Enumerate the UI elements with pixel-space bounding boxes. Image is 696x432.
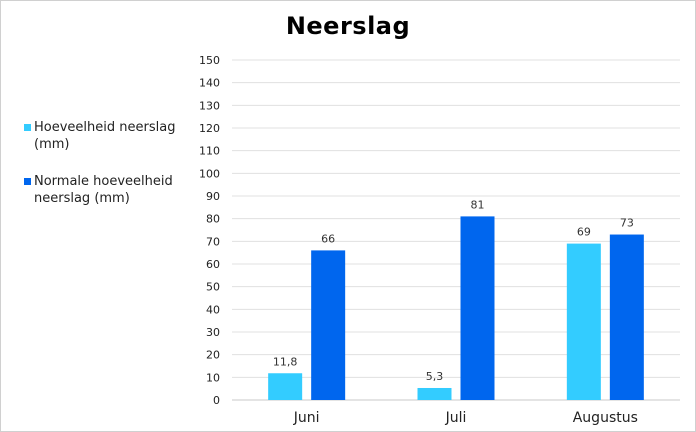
data-label: 69 [577,226,591,239]
y-tick-label: 90 [206,190,220,203]
y-tick-label: 20 [206,349,220,362]
legend-item-series-2: Normale hoeveelheid neerslag (mm) [24,173,194,207]
y-tick-label: 50 [206,281,220,294]
bar [417,387,452,400]
y-tick-label: 60 [206,258,220,271]
bar [609,234,644,400]
y-tick-label: 130 [199,99,220,112]
legend: Hoeveelheid neerslag (mm) Normale hoevee… [24,119,194,227]
x-category-label: Juli [445,410,467,426]
data-label: 5,3 [426,370,444,383]
x-category-label: Juni [293,410,320,426]
y-tick-label: 70 [206,235,220,248]
bar [566,243,601,400]
y-tick-label: 110 [199,145,220,158]
data-label: 81 [471,198,485,211]
x-category-label: Augustus [573,410,638,426]
y-tick-label: 0 [213,394,220,407]
y-tick-label: 40 [206,303,220,316]
y-tick-label: 30 [206,326,220,339]
bar [460,216,495,400]
data-label: 73 [620,217,634,230]
y-tick-label: 120 [199,122,220,135]
legend-swatch-series-1 [24,124,31,131]
legend-swatch-series-2 [24,178,31,185]
data-label: 11,8 [273,355,298,368]
chart-title: Neerslag [285,12,411,40]
legend-item-series-1: Hoeveelheid neerslag (mm) [24,119,194,153]
y-tick-label: 150 [199,54,220,67]
bar [268,373,303,400]
data-label: 66 [321,232,335,245]
y-tick-label: 100 [199,167,220,180]
legend-label-series-2: Normale hoeveelheid neerslag (mm) [34,174,173,206]
y-tick-label: 140 [199,77,220,90]
bar [311,250,346,400]
legend-label-series-1: Hoeveelheid neerslag (mm) [34,120,176,152]
y-tick-label: 80 [206,213,220,226]
y-tick-label: 10 [206,371,220,384]
